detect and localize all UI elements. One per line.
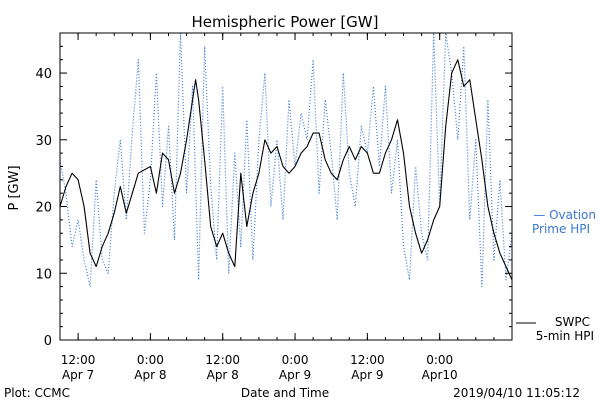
x-tick-label-date: Apr 7 bbox=[62, 368, 94, 382]
x-tick-label-time: 12:00 bbox=[350, 353, 385, 367]
y-axis: 0 10 20 30 40 bbox=[35, 32, 512, 349]
x-tick-label-date: Apr 9 bbox=[351, 368, 383, 382]
x-tick-label-time: 12:00 bbox=[205, 353, 240, 367]
chart-title: Hemispheric Power [GW] bbox=[192, 13, 379, 31]
x-axis-label: Date and Time bbox=[241, 386, 329, 400]
series-layer bbox=[60, 33, 512, 288]
footer-left: Plot: CCMC bbox=[4, 386, 70, 400]
x-tick-label-time: 0:00 bbox=[282, 353, 309, 367]
x-tick-label-date: Apr10 bbox=[422, 368, 458, 382]
y-tick-label: 40 bbox=[35, 67, 52, 82]
y-tick-label: 0 bbox=[44, 334, 52, 349]
plot-frame bbox=[59, 32, 513, 341]
legend-swpc-line1: SWPC bbox=[555, 315, 590, 329]
y-tick-label: 20 bbox=[35, 201, 52, 216]
x-tick-label-time: 0:00 bbox=[426, 353, 453, 367]
legend-ovation-line1: — Ovation bbox=[533, 208, 596, 222]
x-tick-label-date: Apr 8 bbox=[207, 368, 239, 382]
y-tick-label: 30 bbox=[35, 134, 52, 149]
y-tick-label: 10 bbox=[35, 267, 52, 282]
series-line-swpc bbox=[60, 59, 512, 281]
x-tick-label-date: Apr 8 bbox=[134, 368, 166, 382]
legend-swpc-line2: 5-min HPI bbox=[536, 329, 594, 343]
y-axis-label: P [GW] bbox=[7, 165, 22, 210]
x-tick-label-time: 0:00 bbox=[137, 353, 164, 367]
footer-right: 2019/04/10 11:05:12 bbox=[453, 386, 580, 400]
x-tick-label-time: 12:00 bbox=[61, 353, 96, 367]
x-tick-label-date: Apr 9 bbox=[279, 368, 311, 382]
legend-ovation-line2: Prime HPI bbox=[532, 222, 590, 236]
series-line-ovation-prime bbox=[60, 33, 512, 288]
